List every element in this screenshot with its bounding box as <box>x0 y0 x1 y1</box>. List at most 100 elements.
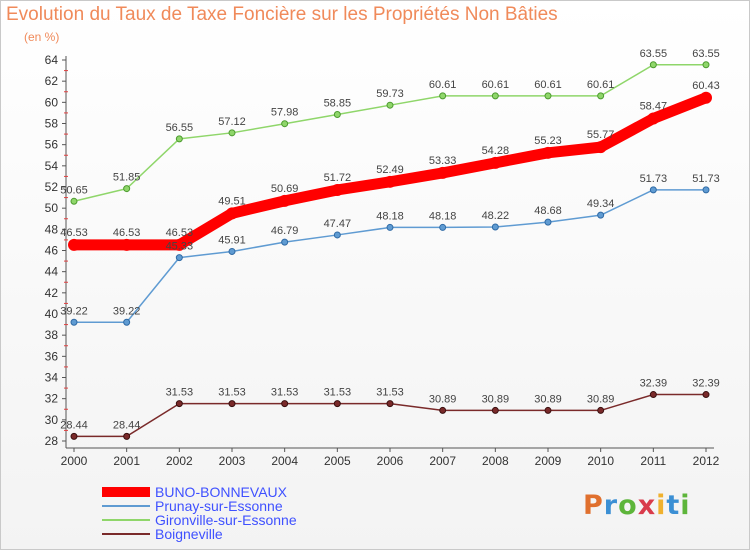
data-point <box>649 186 657 194</box>
data-label: 32.39 <box>692 378 720 390</box>
data-label: 60.43 <box>692 80 720 92</box>
data-point <box>702 61 710 69</box>
data-label: 56.55 <box>166 122 194 134</box>
y-tick-label: 46 <box>45 244 59 258</box>
data-label: 54.28 <box>482 145 510 157</box>
data-label: 50.69 <box>271 183 299 195</box>
y-tick-label: 42 <box>45 286 59 300</box>
data-label: 51.72 <box>324 172 352 184</box>
data-point <box>544 92 552 100</box>
y-tick-label: 60 <box>45 95 59 109</box>
x-tick-label: 2010 <box>587 454 614 468</box>
data-label: 63.55 <box>640 48 668 60</box>
y-tick-label: 56 <box>45 138 59 152</box>
data-point <box>331 183 344 196</box>
y-tick-label: 36 <box>45 349 59 363</box>
data-label: 28.44 <box>60 419 88 431</box>
data-label: 51.73 <box>692 173 720 185</box>
data-label: 60.61 <box>429 79 457 91</box>
x-tick-label: 2005 <box>324 454 351 468</box>
logo-letter: x <box>637 490 657 521</box>
data-label: 48.68 <box>534 205 562 217</box>
data-label: 48.22 <box>482 210 510 222</box>
data-label: 46.53 <box>166 227 194 239</box>
logo-letter: o <box>618 490 638 521</box>
data-label: 53.33 <box>429 155 457 167</box>
data-point <box>123 185 131 193</box>
data-point <box>491 92 499 100</box>
data-label: 49.34 <box>587 198 615 210</box>
data-label: 31.53 <box>271 387 299 399</box>
logo-letter: i <box>680 490 691 521</box>
legend-label: BUNO-BONNEVAUX <box>155 484 288 500</box>
data-point <box>386 223 394 231</box>
y-tick-label: 52 <box>45 180 59 194</box>
y-tick-label: 30 <box>45 413 59 427</box>
data-point <box>70 432 78 440</box>
data-point <box>597 406 605 414</box>
data-point <box>278 194 291 207</box>
data-point <box>594 141 607 154</box>
y-tick-label: 32 <box>45 392 59 406</box>
data-label: 48.18 <box>376 210 404 222</box>
x-tick-label: 2004 <box>271 454 298 468</box>
data-label: 50.65 <box>60 184 88 196</box>
y-axis-unit: (en %) <box>24 30 60 44</box>
data-label: 58.47 <box>640 101 668 113</box>
x-tick-label: 2012 <box>693 454 720 468</box>
x-tick-label: 2007 <box>429 454 456 468</box>
data-label: 55.23 <box>534 135 562 147</box>
data-label: 51.73 <box>640 173 668 185</box>
data-point <box>542 146 554 159</box>
data-point <box>386 101 394 109</box>
legend-label: Gironville-sur-Essonne <box>155 512 297 528</box>
data-point <box>491 406 499 414</box>
data-label: 31.53 <box>324 387 352 399</box>
y-tick-label: 58 <box>45 117 59 131</box>
y-tick-label: 44 <box>45 265 59 279</box>
data-point <box>123 432 131 440</box>
logo-letter: P <box>583 490 604 521</box>
data-point <box>439 223 447 231</box>
data-point <box>544 406 552 414</box>
y-tick-label: 50 <box>45 201 59 215</box>
data-point <box>228 247 236 255</box>
data-point <box>386 400 394 408</box>
data-label: 47.47 <box>324 218 352 230</box>
logo-letter: t <box>666 490 681 521</box>
x-tick-label: 2008 <box>482 454 509 468</box>
data-point <box>70 197 78 205</box>
data-label: 30.89 <box>429 393 457 405</box>
data-point <box>439 92 447 100</box>
data-point <box>491 223 499 231</box>
data-point <box>175 254 183 262</box>
x-tick-label: 2003 <box>219 454 246 468</box>
y-tick-label: 62 <box>45 74 59 88</box>
data-point <box>228 400 236 408</box>
data-label: 55.77 <box>587 129 615 141</box>
data-label: 45.33 <box>166 241 194 253</box>
data-label: 39.22 <box>60 305 88 317</box>
legend-label: Boigneville <box>155 526 223 542</box>
data-point <box>281 400 289 408</box>
data-label: 45.91 <box>218 234 246 246</box>
data-label: 63.55 <box>692 48 720 60</box>
y-tick-label: 64 <box>45 53 59 67</box>
data-label: 31.53 <box>166 387 194 399</box>
data-label: 46.53 <box>60 227 88 239</box>
data-point <box>175 135 183 143</box>
logo-letter: i <box>656 490 667 521</box>
y-tick-label: 38 <box>45 328 59 342</box>
data-point <box>281 238 289 246</box>
data-label: 46.53 <box>113 227 141 239</box>
data-label: 28.44 <box>113 419 141 431</box>
data-label: 46.79 <box>271 225 299 237</box>
data-label: 31.53 <box>218 387 246 399</box>
data-point <box>333 111 341 119</box>
data-label: 48.18 <box>429 210 457 222</box>
data-label: 52.49 <box>376 164 404 176</box>
data-label: 31.53 <box>376 387 404 399</box>
data-point <box>439 406 447 414</box>
chart-title: Evolution du Taux de Taxe Foncière sur l… <box>6 4 558 25</box>
y-tick-label: 28 <box>45 434 59 448</box>
